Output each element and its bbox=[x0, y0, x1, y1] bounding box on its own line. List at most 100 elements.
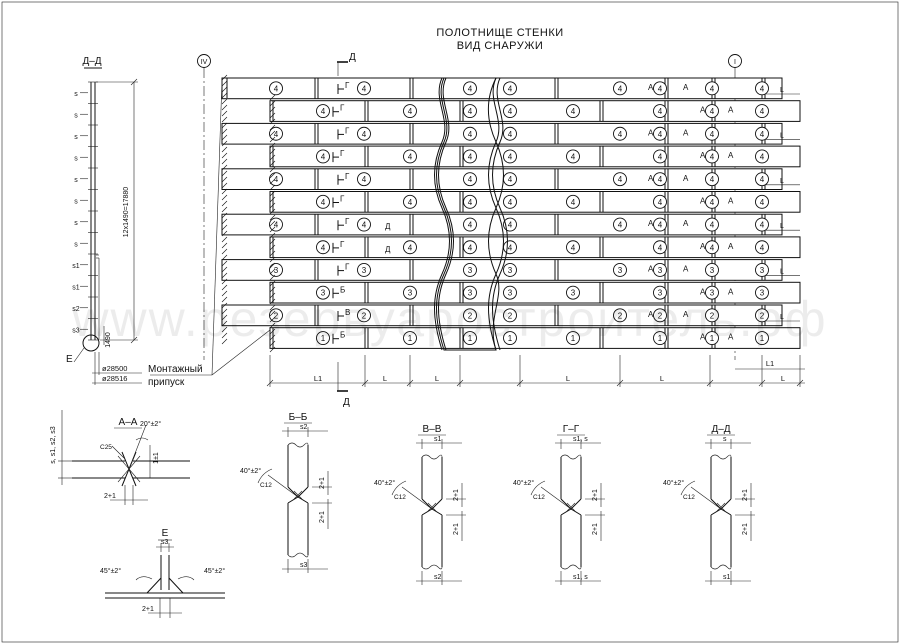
svg-text:4: 4 bbox=[274, 221, 279, 230]
detail-gg-bottom-thickness: s1, s bbox=[573, 574, 588, 581]
detail-aa-chamfer: С25 bbox=[100, 444, 112, 451]
sheet-number-marker: 4 bbox=[503, 240, 517, 255]
svg-text:3: 3 bbox=[508, 289, 513, 298]
detail-dd-angle: 40°±2° bbox=[663, 479, 684, 487]
detail-bb-gap-b: 2+1 bbox=[319, 511, 326, 523]
detail-aa-angle: 20°±2° bbox=[140, 420, 161, 428]
sheet-number-marker: 3 bbox=[705, 263, 719, 277]
svg-text:3: 3 bbox=[274, 266, 279, 275]
sheet-number-marker: 4 bbox=[705, 149, 719, 164]
wall-row-outline bbox=[269, 236, 801, 259]
svg-text:4: 4 bbox=[508, 221, 513, 230]
sheet-number-marker: 4 bbox=[316, 104, 330, 119]
sheet-number-marker: 4 bbox=[269, 172, 283, 187]
belt-thickness-label: s bbox=[74, 112, 78, 119]
section-dd-height-dim: 12х1490=17880 bbox=[123, 187, 130, 238]
svg-text:4: 4 bbox=[408, 152, 413, 161]
svg-text:4: 4 bbox=[571, 152, 576, 161]
svg-text:1: 1 bbox=[658, 334, 663, 343]
sheet-number-marker: 3 bbox=[357, 263, 371, 277]
svg-text:4: 4 bbox=[468, 84, 473, 93]
panel-length-label: L bbox=[780, 314, 784, 321]
svg-text:4: 4 bbox=[408, 243, 413, 252]
svg-text:2: 2 bbox=[468, 311, 473, 320]
sheet-number-marker: 3 bbox=[755, 285, 769, 300]
svg-text:3: 3 bbox=[468, 266, 473, 275]
detail-vv-angle: 40°±2° bbox=[374, 479, 395, 487]
detail-dd-title: Д–Д bbox=[711, 424, 730, 435]
sheet-number-marker: 4 bbox=[463, 126, 477, 141]
sheet-number-marker: 4 bbox=[316, 194, 330, 209]
detail-gg-chamfer: С12 bbox=[533, 494, 545, 501]
sheet-number-marker: 4 bbox=[705, 126, 719, 141]
cut-a-marker: А bbox=[728, 287, 734, 296]
svg-text:3: 3 bbox=[760, 266, 765, 275]
sheet-number-marker: 4 bbox=[463, 240, 477, 255]
svg-text:4: 4 bbox=[571, 243, 576, 252]
detail-gg-title: Г–Г bbox=[563, 424, 580, 435]
axis-i-marker bbox=[728, 54, 742, 68]
section-dd-belt-labels: s s s s s s s s s1 s1 s2 s3 bbox=[72, 91, 88, 334]
svg-text:4: 4 bbox=[508, 152, 513, 161]
dimension-label: L1 bbox=[314, 374, 322, 383]
svg-text:4: 4 bbox=[571, 198, 576, 207]
detail-aa-title: А–А bbox=[119, 417, 138, 428]
detail-aa-gap-v: 1±1 bbox=[153, 452, 160, 464]
sheet-number-marker: 4 bbox=[503, 81, 517, 96]
detail-gg-top-thickness: s1, s bbox=[573, 436, 588, 443]
sheet-number-marker: 4 bbox=[463, 149, 477, 164]
svg-text:4: 4 bbox=[658, 198, 663, 207]
svg-text:4: 4 bbox=[710, 243, 715, 252]
sheet-number-marker: 4 bbox=[653, 126, 667, 141]
sheet-number-marker: 4 bbox=[503, 149, 517, 164]
cut-marker: Г bbox=[345, 81, 350, 90]
sheet-number-marker: 3 bbox=[463, 285, 477, 300]
sheet-number-marker: 4 bbox=[357, 217, 371, 232]
sheet-number-marker: 1 bbox=[403, 331, 417, 345]
sheet-number-marker: 4 bbox=[269, 217, 283, 232]
sheet-number-marker: 4 bbox=[403, 149, 417, 164]
sheet-number-marker: 4 bbox=[705, 194, 719, 209]
section-dd-ticks bbox=[88, 81, 98, 341]
sheet-number-marker: 3 bbox=[269, 263, 283, 277]
svg-text:4: 4 bbox=[408, 107, 413, 116]
svg-text:3: 3 bbox=[468, 289, 473, 298]
cut-marker: Г bbox=[340, 195, 345, 204]
sheet-number-marker: 4 bbox=[755, 104, 769, 119]
sheet-number-marker: 4 bbox=[316, 240, 330, 255]
detail-aa: А–А 20°±2° С25 s, s1, s2, s3 1±1 2+1 bbox=[50, 410, 190, 505]
svg-text:4: 4 bbox=[468, 243, 473, 252]
svg-text:4: 4 bbox=[362, 175, 367, 184]
sheet-number-marker: 3 bbox=[463, 263, 477, 277]
wall-row: 4 4 4 4 4 4 4 4А АГL bbox=[221, 77, 800, 100]
wall-row: 4 4 4 4 4 4 4 4А АГ bbox=[269, 100, 801, 122]
sheet-number-marker: 3 bbox=[403, 285, 417, 300]
detail-vv-gap-b: 2+1 bbox=[453, 523, 460, 535]
detail-bb-title: Б–Б bbox=[289, 412, 308, 423]
detail-gg-gap-b: 2+1 bbox=[592, 523, 599, 535]
cut-marker: Г bbox=[345, 217, 350, 226]
svg-text:3: 3 bbox=[321, 289, 326, 298]
cut-a-marker: А bbox=[648, 128, 654, 137]
wall-row: 4 4 4 4 4 4 4 4А АГД bbox=[269, 236, 801, 259]
cut-a-marker: А bbox=[683, 128, 689, 137]
svg-text:4: 4 bbox=[658, 107, 663, 116]
svg-text:3: 3 bbox=[710, 289, 715, 298]
sheet-number-marker: 1 bbox=[755, 331, 769, 345]
detail-dd-gap-a: 2+1 bbox=[742, 489, 749, 501]
sheet-number-marker: 3 bbox=[613, 263, 627, 277]
sheet-number-marker: 4 bbox=[463, 104, 477, 119]
cut-a-marker: А bbox=[648, 83, 654, 92]
sheet-number-marker: 4 bbox=[755, 149, 769, 164]
allowance-label-1: Монтажный bbox=[148, 364, 203, 375]
dimension-label: L bbox=[781, 374, 785, 383]
wall-row: 4 4 4 4 4 4 4 4А АГL bbox=[221, 122, 800, 145]
cut-marker: Б bbox=[340, 331, 345, 340]
svg-text:4: 4 bbox=[658, 152, 663, 161]
svg-text:4: 4 bbox=[274, 130, 279, 139]
cut-a-marker: А bbox=[700, 242, 706, 251]
cut-d-marker: Д bbox=[385, 245, 391, 254]
cut-a-marker: А bbox=[728, 333, 734, 342]
belt-thickness-label: s bbox=[74, 155, 78, 162]
